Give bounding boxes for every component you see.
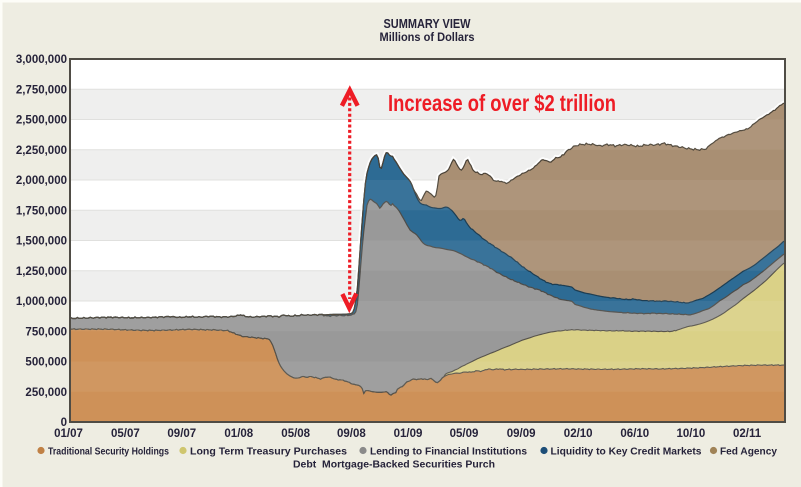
svg-text:750,000: 750,000 <box>25 326 67 338</box>
svg-text:2,250,000: 2,250,000 <box>16 145 67 157</box>
svg-text:1,250,000: 1,250,000 <box>16 266 67 278</box>
svg-text:SUMMARY VIEW: SUMMARY VIEW <box>384 17 471 31</box>
svg-text:Traditional Security Holdings: Traditional Security Holdings <box>48 447 169 458</box>
svg-text:02/11: 02/11 <box>733 428 762 440</box>
svg-text:09/09: 09/09 <box>507 428 536 440</box>
svg-text:250,000: 250,000 <box>25 387 67 399</box>
svg-text:05/08: 05/08 <box>281 428 310 440</box>
svg-text:10/10: 10/10 <box>677 428 706 440</box>
svg-text:Debt Mortgage-Backed Securiti: Debt Mortgage-Backed Securities Purch <box>293 460 495 471</box>
svg-text:06/10: 06/10 <box>620 428 649 440</box>
svg-text:Liquidity to Key Credit Market: Liquidity to Key Credit Markets <box>551 447 702 458</box>
svg-text:Increase of over $2 trillion: Increase of over $2 trillion <box>388 90 616 116</box>
svg-text:Millions of Dollars: Millions of Dollars <box>380 30 475 44</box>
svg-text:2,500,000: 2,500,000 <box>16 115 67 127</box>
svg-text:09/08: 09/08 <box>337 428 366 440</box>
svg-text:500,000: 500,000 <box>25 357 67 369</box>
svg-text:1,500,000: 1,500,000 <box>16 236 67 248</box>
svg-text:3,000,000: 3,000,000 <box>16 54 67 66</box>
svg-text:09/07: 09/07 <box>167 428 196 440</box>
svg-text:1,000,000: 1,000,000 <box>16 296 67 308</box>
svg-text:02/10: 02/10 <box>564 428 593 440</box>
svg-text:01/09: 01/09 <box>394 428 423 440</box>
svg-text:01/08: 01/08 <box>224 428 253 440</box>
svg-text:1,750,000: 1,750,000 <box>16 205 67 217</box>
svg-text:01/07: 01/07 <box>54 428 83 440</box>
svg-text:Long Term Treasury Purchases: Long Term Treasury Purchases <box>190 447 347 458</box>
svg-text:2,750,000: 2,750,000 <box>16 84 67 96</box>
svg-text:05/07: 05/07 <box>111 428 140 440</box>
svg-text:0: 0 <box>61 417 67 429</box>
svg-text:Fed Agency: Fed Agency <box>720 447 777 458</box>
svg-text:05/09: 05/09 <box>450 428 479 440</box>
svg-text:Lending to Financial Instituti: Lending to Financial Institutions <box>370 447 527 458</box>
svg-text:2,000,000: 2,000,000 <box>16 175 67 187</box>
